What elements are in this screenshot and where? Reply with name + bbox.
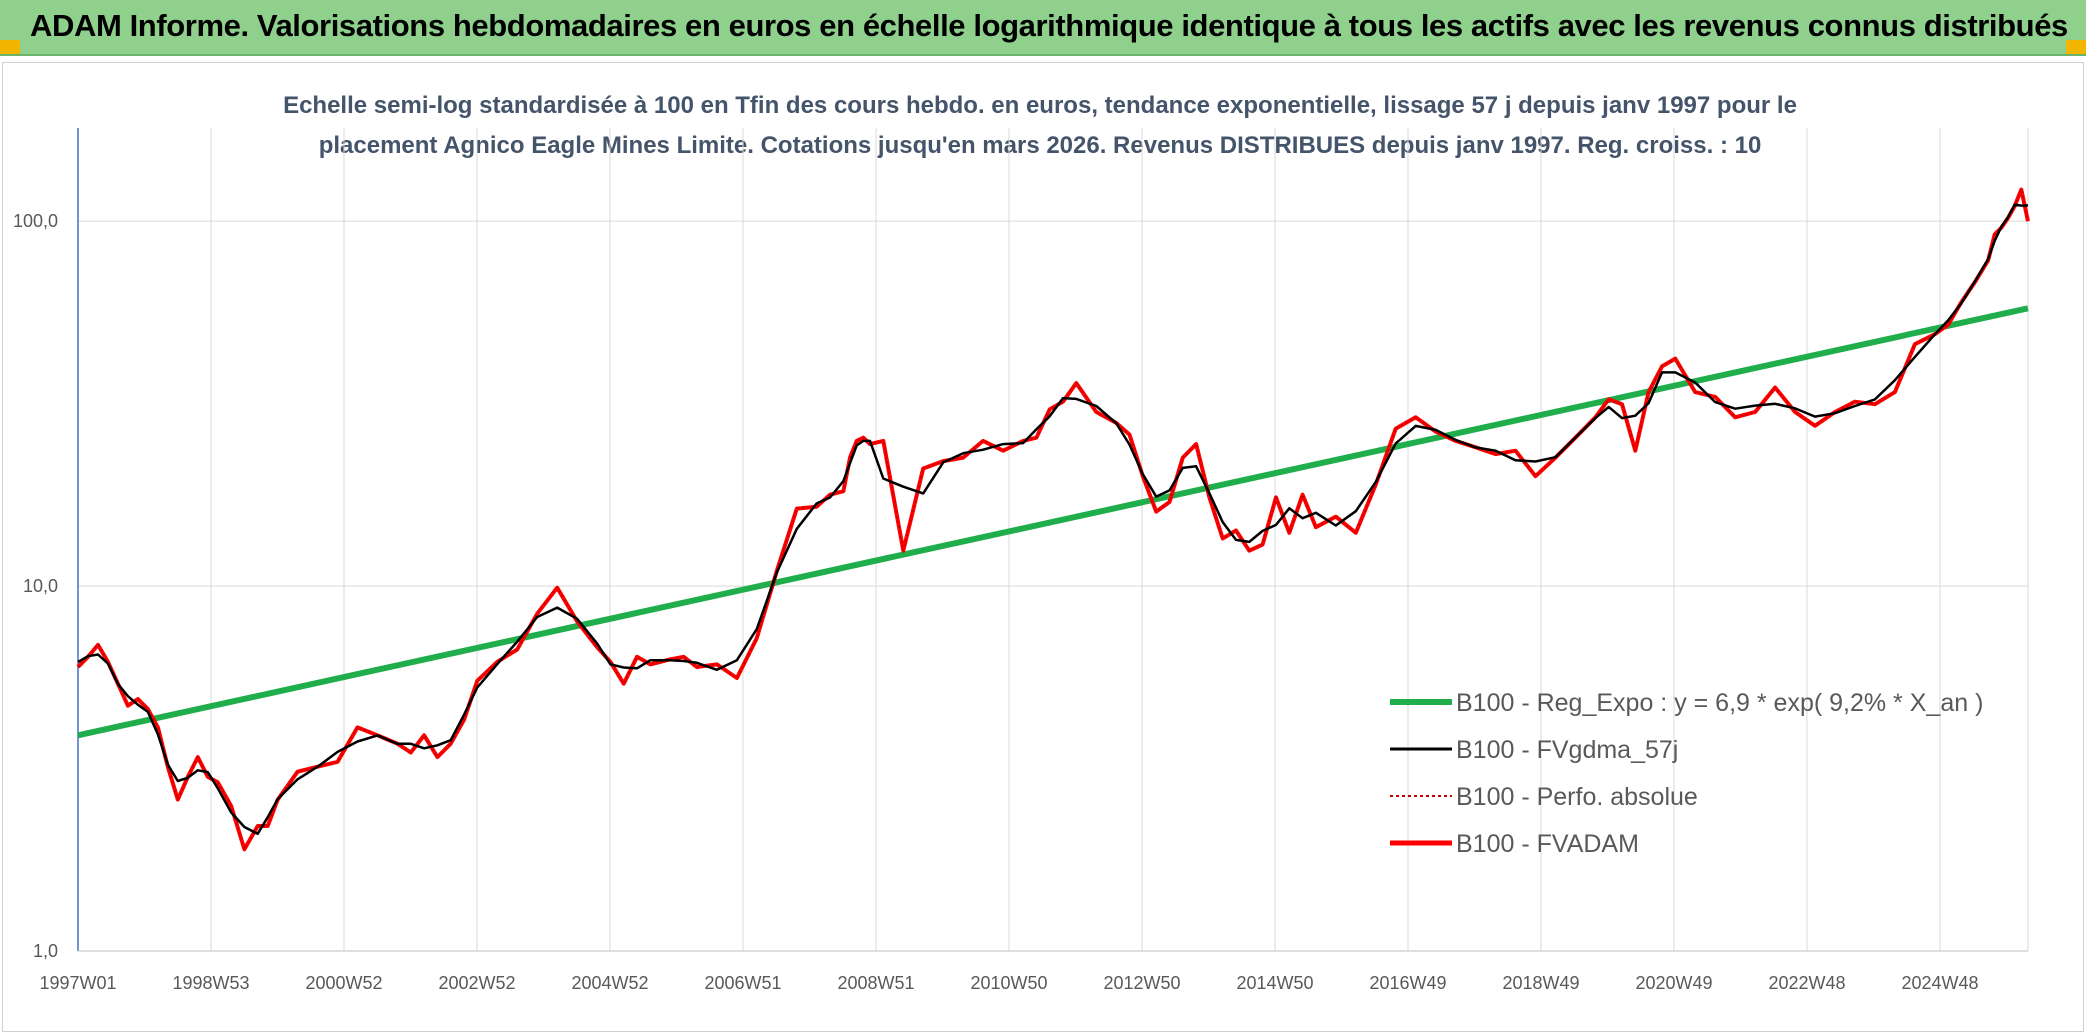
x-tick-label: 2008W51 — [837, 973, 914, 993]
corner-mark-left — [0, 40, 20, 54]
x-tick-label: 2012W50 — [1103, 973, 1180, 993]
x-tick-label: 2000W52 — [305, 973, 382, 993]
x-tick-label: 2004W52 — [571, 973, 648, 993]
x-tick-label: 2020W49 — [1635, 973, 1712, 993]
y-tick-label: 1,0 — [33, 941, 58, 961]
series-perfo-absolue-line — [77, 187, 2029, 852]
x-tick-label: 2014W50 — [1236, 973, 1313, 993]
series-fvgdma-line — [77, 203, 2029, 836]
x-tick-label: 2016W49 — [1369, 973, 1446, 993]
legend-label: B100 - Perfo. absolue — [1456, 783, 1698, 811]
x-tick-label: 2006W51 — [704, 973, 781, 993]
y-tick-label: 10,0 — [23, 576, 58, 596]
x-tick-label: 1997W01 — [39, 973, 116, 993]
x-tick-label: 2022W48 — [1768, 973, 1845, 993]
legend-label: B100 - FVADAM — [1456, 830, 1639, 858]
chart-title-line-1: Echelle semi-log standardisée à 100 en T… — [283, 92, 1797, 119]
x-tick-label: 2018W49 — [1502, 973, 1579, 993]
x-tick-label: 2024W48 — [1901, 973, 1978, 993]
x-tick-label: 1998W53 — [172, 973, 249, 993]
legend-label: B100 - FVgdma_57j — [1456, 736, 1678, 764]
series-trend-line — [77, 305, 2029, 739]
x-tick-label: 2002W52 — [438, 973, 515, 993]
y-tick-label: 100,0 — [13, 211, 58, 231]
corner-mark-right — [2066, 40, 2086, 54]
x-tick-label: 2010W50 — [970, 973, 1047, 993]
legend-label: B100 - Reg_Expo : y = 6,9 * exp( 9,2% * … — [1456, 689, 1983, 717]
page-title: ADAM Informe. Valorisations hebdomadaire… — [30, 8, 2068, 43]
header-banner: ADAM Informe. Valorisations hebdomadaire… — [0, 0, 2086, 56]
chart-area — [2, 62, 2084, 1032]
chart-title-line-2: placement Agnico Eagle Mines Limite. Cot… — [318, 132, 1762, 159]
chart-title: Echelle semi-log standardisée à 100 en T… — [250, 86, 1830, 166]
